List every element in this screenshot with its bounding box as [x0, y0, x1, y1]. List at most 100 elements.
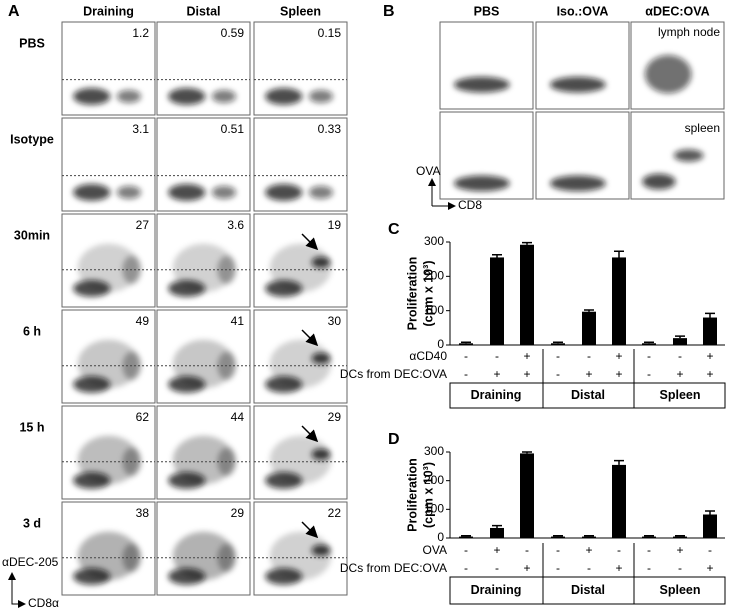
error-bar — [584, 309, 594, 312]
gate-percent: 0.59 — [221, 26, 245, 40]
condition-sign: - — [464, 543, 468, 557]
condition-sign: - — [556, 561, 560, 575]
cell-cloud — [168, 376, 206, 393]
cell-cloud — [172, 243, 235, 293]
cell-cloud — [308, 185, 334, 199]
condition-sign: + — [523, 561, 530, 575]
arrow — [301, 425, 319, 443]
gate-percent: 22 — [328, 506, 342, 520]
cell-cloud — [77, 243, 140, 293]
cell-cloud — [265, 88, 303, 105]
condition-sign: + — [706, 349, 713, 363]
gate-percent: 0.33 — [318, 122, 342, 136]
error-bar — [614, 250, 624, 258]
cell-cloud — [77, 339, 140, 389]
gate-percent: 41 — [231, 314, 245, 328]
cell-cloud — [311, 352, 331, 364]
error-bar — [522, 451, 532, 454]
cell-cloud — [116, 185, 142, 199]
group-label: Draining — [471, 388, 522, 402]
condition-sign: - — [678, 349, 682, 363]
cell-cloud — [73, 376, 111, 393]
cell-cloud — [73, 472, 111, 489]
condition-label: DCs from DEC:OVA — [340, 561, 447, 575]
condition-sign: - — [556, 543, 560, 557]
column-header: Spleen — [280, 4, 321, 18]
error-bar — [553, 341, 563, 344]
condition-label: DCs from DEC:OVA — [340, 367, 447, 381]
cell-cloud — [311, 544, 331, 556]
panel-label: B — [383, 3, 395, 20]
cell-cloud — [549, 175, 606, 192]
group-label: Draining — [471, 583, 522, 597]
cell-cloud — [172, 531, 235, 581]
y-tick-label: 300 — [424, 444, 444, 458]
cell-cloud — [172, 339, 235, 389]
cell-cloud — [168, 88, 206, 105]
bar — [612, 257, 626, 345]
condition-sign: - — [495, 561, 499, 575]
gate-percent: 38 — [136, 506, 150, 520]
bar — [459, 536, 473, 538]
organ-label: spleen — [685, 121, 720, 135]
column-header: αDEC:OVA — [645, 4, 709, 18]
y-tick-label: 0 — [437, 337, 444, 351]
bar — [520, 453, 534, 538]
condition-sign: + — [706, 561, 713, 575]
condition-sign: - — [617, 543, 621, 557]
y-tick-label: 100 — [424, 303, 444, 317]
y-tick-label: 300 — [424, 234, 444, 248]
column-header: PBS — [474, 4, 500, 18]
condition-sign: - — [708, 543, 712, 557]
cell-cloud — [311, 448, 331, 460]
condition-sign: + — [615, 367, 622, 381]
organ-label: lymph node — [658, 25, 720, 39]
cell-cloud — [311, 256, 331, 268]
gate-percent: 30 — [328, 314, 342, 328]
panel-label: C — [388, 221, 400, 238]
cell-cloud — [73, 280, 111, 297]
bar — [703, 514, 717, 538]
condition-sign: + — [706, 367, 713, 381]
cell-cloud — [644, 55, 692, 94]
condition-sign: - — [464, 367, 468, 381]
cell-cloud — [168, 280, 206, 297]
y-tick-label: 100 — [424, 502, 444, 516]
cell-cloud — [269, 435, 332, 485]
column-header: Iso.:OVA — [557, 4, 609, 18]
panel-label: A — [8, 3, 20, 20]
error-bar — [675, 335, 685, 339]
gate-percent: 0.15 — [318, 26, 342, 40]
cell-cloud — [453, 76, 510, 93]
cell-cloud — [73, 184, 111, 201]
group-label: Distal — [571, 388, 605, 402]
condition-sign: - — [678, 561, 682, 575]
row-label: 15 h — [19, 420, 44, 434]
cell-cloud — [73, 88, 111, 105]
condition-sign: - — [464, 561, 468, 575]
y-axis-label: (cpm x 10³) — [421, 261, 435, 327]
y-tick-label: 200 — [424, 473, 444, 487]
cell-cloud — [116, 89, 142, 103]
condition-sign: + — [523, 367, 530, 381]
bar — [520, 244, 534, 345]
bar — [551, 343, 565, 345]
cell-cloud — [77, 531, 140, 581]
row-label: Isotype — [10, 132, 54, 146]
gate-percent: 1.2 — [132, 26, 149, 40]
row-label: 6 h — [23, 324, 41, 338]
cell-cloud — [73, 568, 111, 585]
bar — [703, 317, 717, 345]
gate-percent: 3.1 — [132, 122, 149, 136]
panel-label: D — [388, 431, 400, 448]
axis-arrows — [11, 574, 26, 608]
cell-cloud — [265, 568, 303, 585]
condition-sign: - — [495, 349, 499, 363]
arrow — [301, 233, 319, 251]
error-bar — [584, 534, 594, 537]
bar — [551, 536, 565, 538]
error-bar — [705, 510, 715, 515]
gate-percent: 27 — [136, 218, 150, 232]
bar — [673, 536, 687, 538]
